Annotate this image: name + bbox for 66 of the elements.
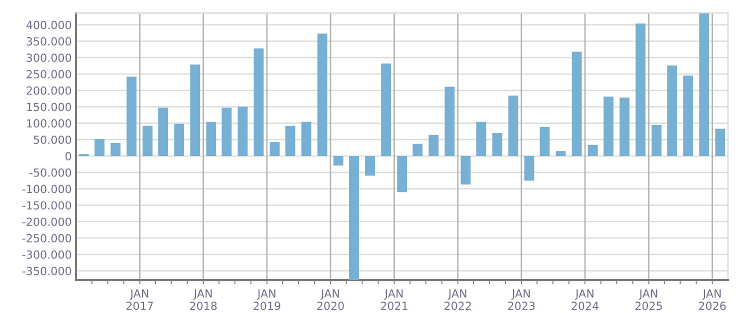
bar — [652, 124, 662, 156]
x-tick-label: JAN 2019 — [254, 289, 280, 310]
y-tick-label: 200.000 — [26, 86, 72, 95]
bar — [699, 13, 710, 156]
bar — [333, 156, 344, 166]
y-tick-label: -100.000 — [22, 184, 72, 194]
bar — [94, 138, 104, 156]
bar — [620, 98, 630, 156]
bar — [365, 156, 375, 176]
bar — [158, 108, 168, 156]
y-tick-label: -200.000 — [22, 218, 72, 226]
x-tick-label: JAN 2017 — [126, 289, 153, 310]
y-tick-label: -350.000 — [22, 266, 72, 276]
y-tick-label: 50.000 — [34, 136, 72, 144]
bar — [397, 156, 408, 192]
bar — [476, 122, 486, 156]
bar — [270, 142, 280, 156]
bar — [683, 76, 694, 156]
bar — [174, 124, 184, 156]
bar — [524, 156, 534, 181]
bar — [110, 142, 121, 156]
bar — [142, 126, 153, 156]
y-tick-label: -300.000 — [22, 250, 72, 259]
y-tick-label: -250.000 — [22, 234, 72, 242]
x-tick-label: JAN 2021 — [380, 289, 408, 310]
bar — [349, 156, 359, 280]
bar — [604, 96, 614, 156]
y-tick-label: 0 — [65, 152, 72, 160]
bar — [636, 23, 646, 156]
bar — [444, 86, 455, 156]
bar — [381, 64, 392, 156]
bar — [715, 128, 726, 156]
y-tick-label: 150.000 — [27, 102, 72, 112]
bar — [301, 122, 312, 156]
bar — [190, 64, 200, 156]
bar — [285, 126, 296, 156]
bar — [412, 144, 423, 156]
bar — [540, 126, 550, 156]
x-tick-label: JAN 2026 — [699, 289, 726, 310]
y-tick-label: 300.000 — [26, 54, 72, 62]
x-tick-label: JAN 2022 — [444, 289, 471, 310]
bar — [222, 108, 232, 156]
bar — [572, 52, 582, 156]
x-tick-label: JAN 2025 — [635, 289, 662, 310]
bar — [508, 96, 518, 156]
x-tick-label: JAN 2024 — [572, 289, 599, 310]
bar — [460, 156, 471, 185]
y-tick-label: 250.000 — [26, 70, 72, 78]
y-tick-label: 400.000 — [26, 20, 72, 30]
bar — [428, 135, 439, 156]
y-tick-label: -150.000 — [22, 201, 72, 210]
bar — [588, 144, 598, 156]
bar — [126, 76, 137, 156]
y-tick-label: 100.000 — [27, 119, 72, 128]
bar — [492, 133, 502, 156]
x-tick-label: JAN 2023 — [508, 289, 535, 310]
y-tick-label: -50.000 — [29, 168, 72, 177]
bar — [238, 106, 248, 156]
bar — [317, 34, 328, 156]
y-tick-label: 350.000 — [26, 37, 72, 46]
bar — [556, 151, 566, 156]
x-tick-label: JAN 2018 — [190, 289, 217, 310]
x-tick-label: JAN 2020 — [317, 289, 344, 310]
bar — [254, 48, 264, 156]
bar — [667, 65, 678, 156]
bar — [206, 122, 216, 156]
